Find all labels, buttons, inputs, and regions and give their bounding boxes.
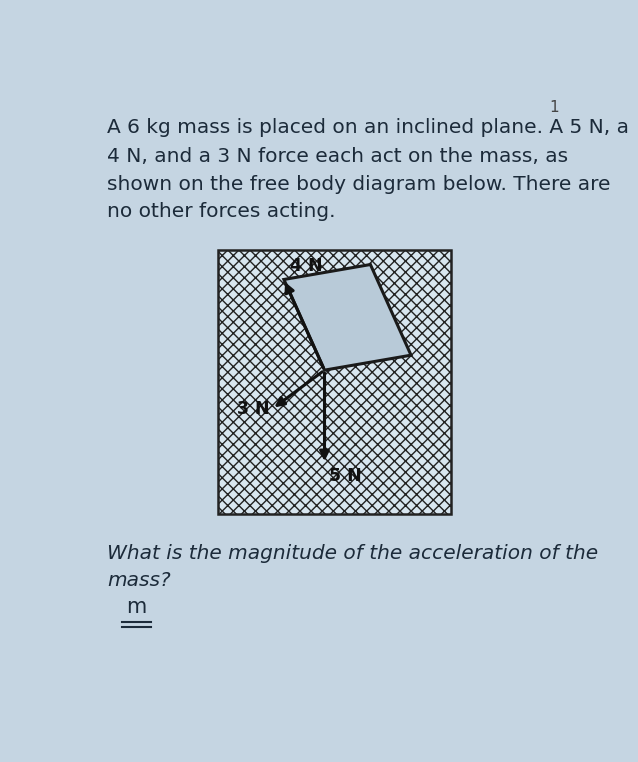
Text: A 6 kg mass is placed on an inclined plane. A 5 N, a: A 6 kg mass is placed on an inclined pla…	[107, 118, 629, 137]
Text: mass?: mass?	[107, 572, 170, 591]
Text: 4 N, and a 3 N force each act on the mass, as: 4 N, and a 3 N force each act on the mas…	[107, 147, 568, 166]
Text: m: m	[126, 597, 147, 616]
Text: 5 N: 5 N	[329, 467, 362, 485]
Bar	[218, 250, 450, 514]
Text: What is the magnitude of the acceleration of the: What is the magnitude of the acceleratio…	[107, 544, 598, 563]
Text: 1: 1	[550, 101, 560, 115]
Text: 3 N: 3 N	[237, 400, 270, 418]
Text: shown on the free body diagram below. There are: shown on the free body diagram below. Th…	[107, 174, 611, 194]
Text: 4 N: 4 N	[290, 257, 322, 275]
Text: no other forces acting.: no other forces acting.	[107, 202, 336, 221]
Polygon shape	[284, 264, 411, 370]
